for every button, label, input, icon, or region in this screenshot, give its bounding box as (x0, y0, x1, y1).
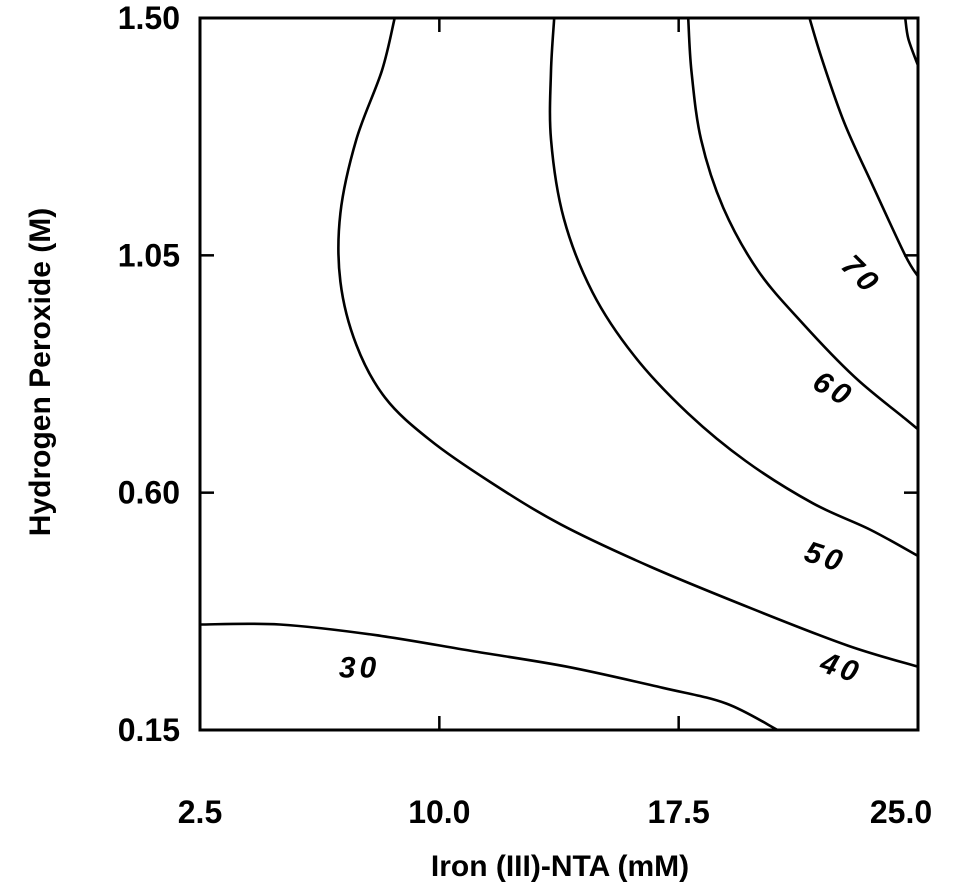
contour-line-50 (548, 16, 920, 558)
x-tick-label: 10.0 (408, 794, 470, 830)
y-tick-labels: 0.15 0.60 1.05 1.50 (118, 0, 180, 748)
x-axis-title: Iron (III)-NTA (mM) (431, 850, 689, 883)
plot-area (198, 16, 920, 732)
contour-line-40 (337, 16, 920, 668)
x-tick-label: 25.0 (870, 794, 932, 830)
y-tick-label: 1.05 (118, 237, 180, 273)
contour-label-50: 50 (800, 535, 850, 579)
contour-label-30: 30 (339, 651, 380, 684)
y-tick-label: 1.50 (118, 0, 180, 36)
plot-frame (198, 16, 920, 732)
x-tick-label: 17.5 (648, 794, 710, 830)
y-axis-title: Hydrogen Peroxide (M) (24, 208, 57, 536)
contour-label-40: 40 (815, 646, 865, 690)
contour-line (903, 16, 920, 67)
contour-labels: 30 40 50 60 70 (339, 249, 887, 691)
y-tick-label: 0.15 (118, 712, 180, 748)
contour-line-70 (808, 16, 920, 278)
contour-label-70: 70 (835, 249, 888, 302)
contour-label-60: 60 (807, 365, 859, 414)
x-tick-label: 2.5 (178, 794, 222, 830)
contour-line-60 (686, 16, 920, 431)
contour-lines (198, 16, 920, 732)
x-tick-labels: 2.5 10.0 17.5 25.0 (178, 794, 932, 830)
contour-line-30 (198, 622, 779, 732)
y-tick-label: 0.60 (118, 475, 180, 511)
ticks (198, 16, 920, 732)
